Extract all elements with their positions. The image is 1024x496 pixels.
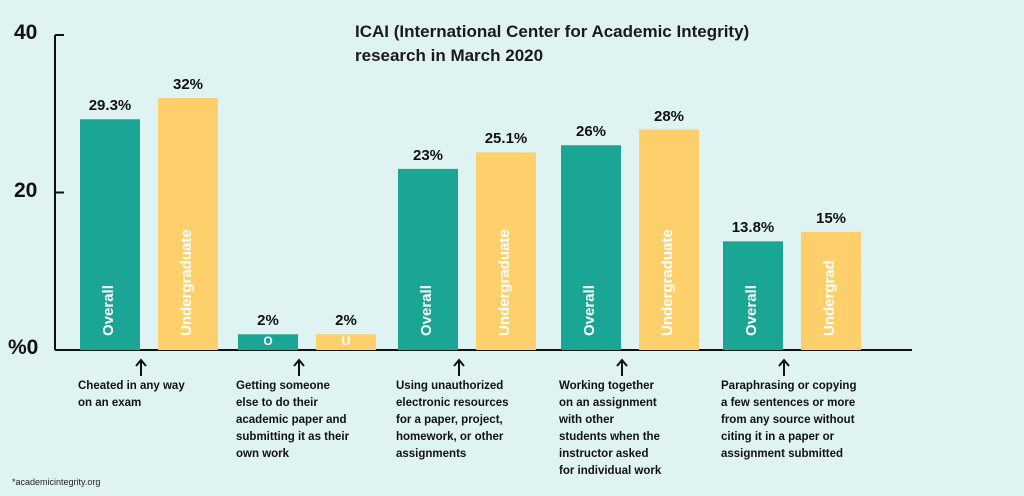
bar-overall (80, 119, 140, 350)
bar-value-label: 2% (257, 312, 279, 330)
bar-value-label: 15% (815, 209, 847, 227)
bar-series-label: Undergrad (821, 260, 838, 336)
bar-value-label: 2% (335, 312, 357, 330)
bar-overall (723, 241, 783, 350)
bar-series-label: O (263, 334, 273, 349)
category-label: Using unauthorized electronic resources fo… (396, 380, 509, 460)
bar-series-label: Undergraduate (496, 229, 513, 336)
bar-value-label: 29.3% (88, 97, 132, 115)
y-tick-label: %0 (8, 336, 39, 359)
bar-series-label: Overall (100, 285, 117, 336)
bar-value-label: 13.8% (731, 219, 775, 237)
chart-title: ICAI (International Center for Academic … (355, 20, 875, 68)
arrow-up-icon (293, 358, 305, 376)
arrow-up-icon (135, 358, 147, 376)
y-tick-label: 20 (14, 178, 38, 202)
bar-series-label: U (341, 334, 351, 349)
bar-value-label: 26% (575, 123, 607, 141)
bar-series-label: Undergraduate (178, 229, 195, 336)
bar-undergraduate (639, 129, 699, 350)
bar-series-label: Undergraduate (659, 229, 676, 336)
category-label: Getting someone else to do their academic … (236, 380, 350, 460)
bar-undergraduate (476, 152, 536, 350)
arrow-up-icon (616, 358, 628, 376)
arrow-up-icon (453, 358, 465, 376)
bar-value-label: 28% (653, 107, 685, 125)
bar-series-label: Overall (743, 285, 760, 336)
bar-undergraduate (316, 334, 376, 350)
category-label: Paraphrasing or copying a few sentences o… (721, 380, 857, 460)
bar-overall (398, 168, 458, 350)
source-note: *academicintegrity.org (12, 477, 101, 487)
bar-undergraduate (158, 98, 218, 350)
chart-title-line-2: research in March 2020 (355, 46, 544, 65)
bar-series-label: Overall (418, 285, 435, 336)
bar-series-label: Overall (581, 285, 598, 336)
bar-overall (238, 334, 298, 350)
arrow-up-icon (778, 358, 790, 376)
bar-value-label: 23% (412, 146, 444, 164)
bar-undergraduate (801, 231, 861, 350)
bar-value-label: 32% (172, 76, 204, 93)
category-label: Cheated in any way on an exam (78, 380, 185, 409)
y-tick-label: 40 (14, 21, 38, 44)
chart-title-line-1: ICAI (International Center for Academic … (355, 22, 750, 41)
bar-value-label: 25.1% (484, 130, 528, 148)
bar-overall (561, 145, 621, 350)
category-label: Working together on an assignment with oth… (559, 380, 662, 477)
